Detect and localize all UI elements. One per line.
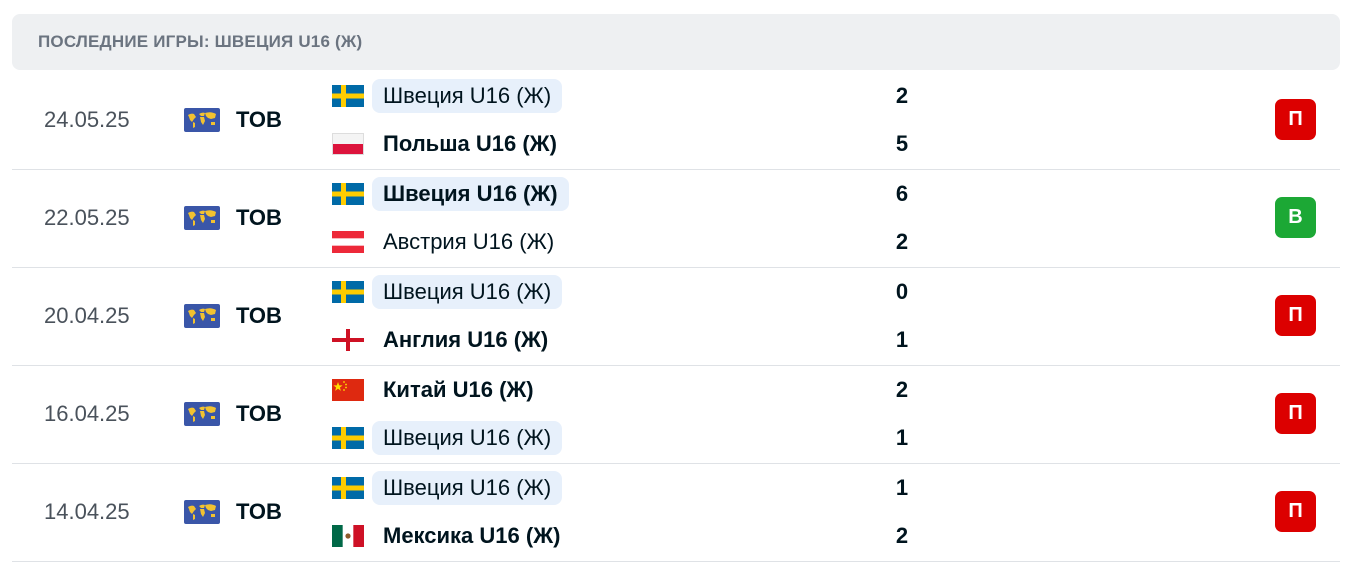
match-date: 24.05.25 xyxy=(44,107,130,132)
match-row[interactable]: 20.04.25 ТОВ Швеция U16 (Ж) Англия U16 (… xyxy=(12,268,1340,366)
away-team[interactable]: Швеция U16 (Ж) xyxy=(332,420,563,456)
home-team-name: Швеция U16 (Ж) xyxy=(372,177,569,211)
result-badge: П xyxy=(1275,393,1316,434)
england-flag-icon xyxy=(332,329,364,351)
home-team[interactable]: Швеция U16 (Ж) xyxy=(332,470,563,506)
match-row[interactable]: 22.05.25 ТОВ Швеция U16 (Ж) Австрия U16 … xyxy=(12,170,1340,268)
away-team-name: Польша U16 (Ж) xyxy=(383,131,557,156)
away-team[interactable]: Польша U16 (Ж) xyxy=(332,126,568,162)
match-row[interactable]: 16.04.25 ТОВ Китай U16 (Ж) Швеция U16 (Ж… xyxy=(12,366,1340,464)
away-score: 1 xyxy=(895,327,909,352)
home-team[interactable]: Швеция U16 (Ж) xyxy=(332,176,569,212)
result-badge: В xyxy=(1275,197,1316,238)
match-date: 14.04.25 xyxy=(44,499,130,524)
home-team[interactable]: Швеция U16 (Ж) xyxy=(332,274,563,310)
home-team-name: Китай U16 (Ж) xyxy=(383,377,534,402)
result-badge: П xyxy=(1275,99,1316,140)
sweden-flag-icon xyxy=(332,427,364,449)
sweden-flag-icon xyxy=(332,85,364,107)
competition-name: ТОВ xyxy=(236,205,282,230)
sweden-flag-icon xyxy=(332,477,364,499)
home-team-name: Швеция U16 (Ж) xyxy=(372,275,563,309)
match-row[interactable]: 24.05.25 ТОВ Швеция U16 (Ж) Польша U16 (… xyxy=(12,72,1340,170)
away-team[interactable]: Австрия U16 (Ж) xyxy=(332,224,565,260)
home-score: 2 xyxy=(895,377,909,402)
away-team-name: Австрия U16 (Ж) xyxy=(383,229,555,254)
match-date: 22.05.25 xyxy=(44,205,130,230)
world-map-icon xyxy=(184,304,220,328)
competition-name: ТОВ xyxy=(236,107,282,132)
competition-name: ТОВ xyxy=(236,499,282,524)
section-title: ПОСЛЕДНИЕ ИГРЫ: ШВЕЦИЯ U16 (Ж) xyxy=(38,32,363,51)
china-flag-icon xyxy=(332,379,364,401)
poland-flag-icon xyxy=(332,133,364,155)
sweden-flag-icon xyxy=(332,281,364,303)
sweden-flag-icon xyxy=(332,183,364,205)
match-date: 16.04.25 xyxy=(44,401,130,426)
away-score: 2 xyxy=(895,229,909,254)
home-score: 2 xyxy=(895,83,909,108)
away-team-name: Швеция U16 (Ж) xyxy=(372,421,563,455)
competition-name: ТОВ xyxy=(236,401,282,426)
world-map-icon xyxy=(184,206,220,230)
home-team[interactable]: Китай U16 (Ж) xyxy=(332,372,545,408)
competition-name: ТОВ xyxy=(236,303,282,328)
mexico-flag-icon xyxy=(332,525,364,547)
home-team-name: Швеция U16 (Ж) xyxy=(372,79,563,113)
away-score: 5 xyxy=(895,131,909,156)
away-score: 2 xyxy=(895,523,909,548)
home-score: 0 xyxy=(895,279,909,304)
result-badge: П xyxy=(1275,491,1316,532)
home-team-name: Швеция U16 (Ж) xyxy=(372,471,563,505)
away-team[interactable]: Мексика U16 (Ж) xyxy=(332,518,571,554)
section-header: ПОСЛЕДНИЕ ИГРЫ: ШВЕЦИЯ U16 (Ж) xyxy=(12,14,1340,70)
home-score: 1 xyxy=(895,475,909,500)
away-team-name: Англия U16 (Ж) xyxy=(383,327,549,352)
home-score: 6 xyxy=(895,181,909,206)
away-score: 1 xyxy=(895,425,909,450)
world-map-icon xyxy=(184,402,220,426)
away-team[interactable]: Англия U16 (Ж) xyxy=(332,322,559,358)
world-map-icon xyxy=(184,108,220,132)
home-team[interactable]: Швеция U16 (Ж) xyxy=(332,78,563,114)
match-list: 24.05.25 ТОВ Швеция U16 (Ж) Польша U16 (… xyxy=(12,72,1340,562)
away-team-name: Мексика U16 (Ж) xyxy=(383,523,561,548)
match-date: 20.04.25 xyxy=(44,303,130,328)
result-badge: П xyxy=(1275,295,1316,336)
match-row[interactable]: 14.04.25 ТОВ Швеция U16 (Ж) Мексика U16 … xyxy=(12,464,1340,562)
austria-flag-icon xyxy=(332,231,364,253)
world-map-icon xyxy=(184,500,220,524)
